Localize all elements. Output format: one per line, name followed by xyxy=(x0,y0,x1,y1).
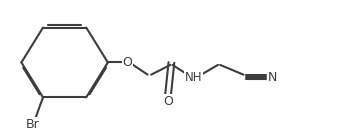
Text: NH: NH xyxy=(185,71,202,84)
Text: O: O xyxy=(163,95,173,108)
Text: O: O xyxy=(122,56,132,69)
Text: Br: Br xyxy=(25,118,39,131)
Text: N: N xyxy=(268,71,277,84)
